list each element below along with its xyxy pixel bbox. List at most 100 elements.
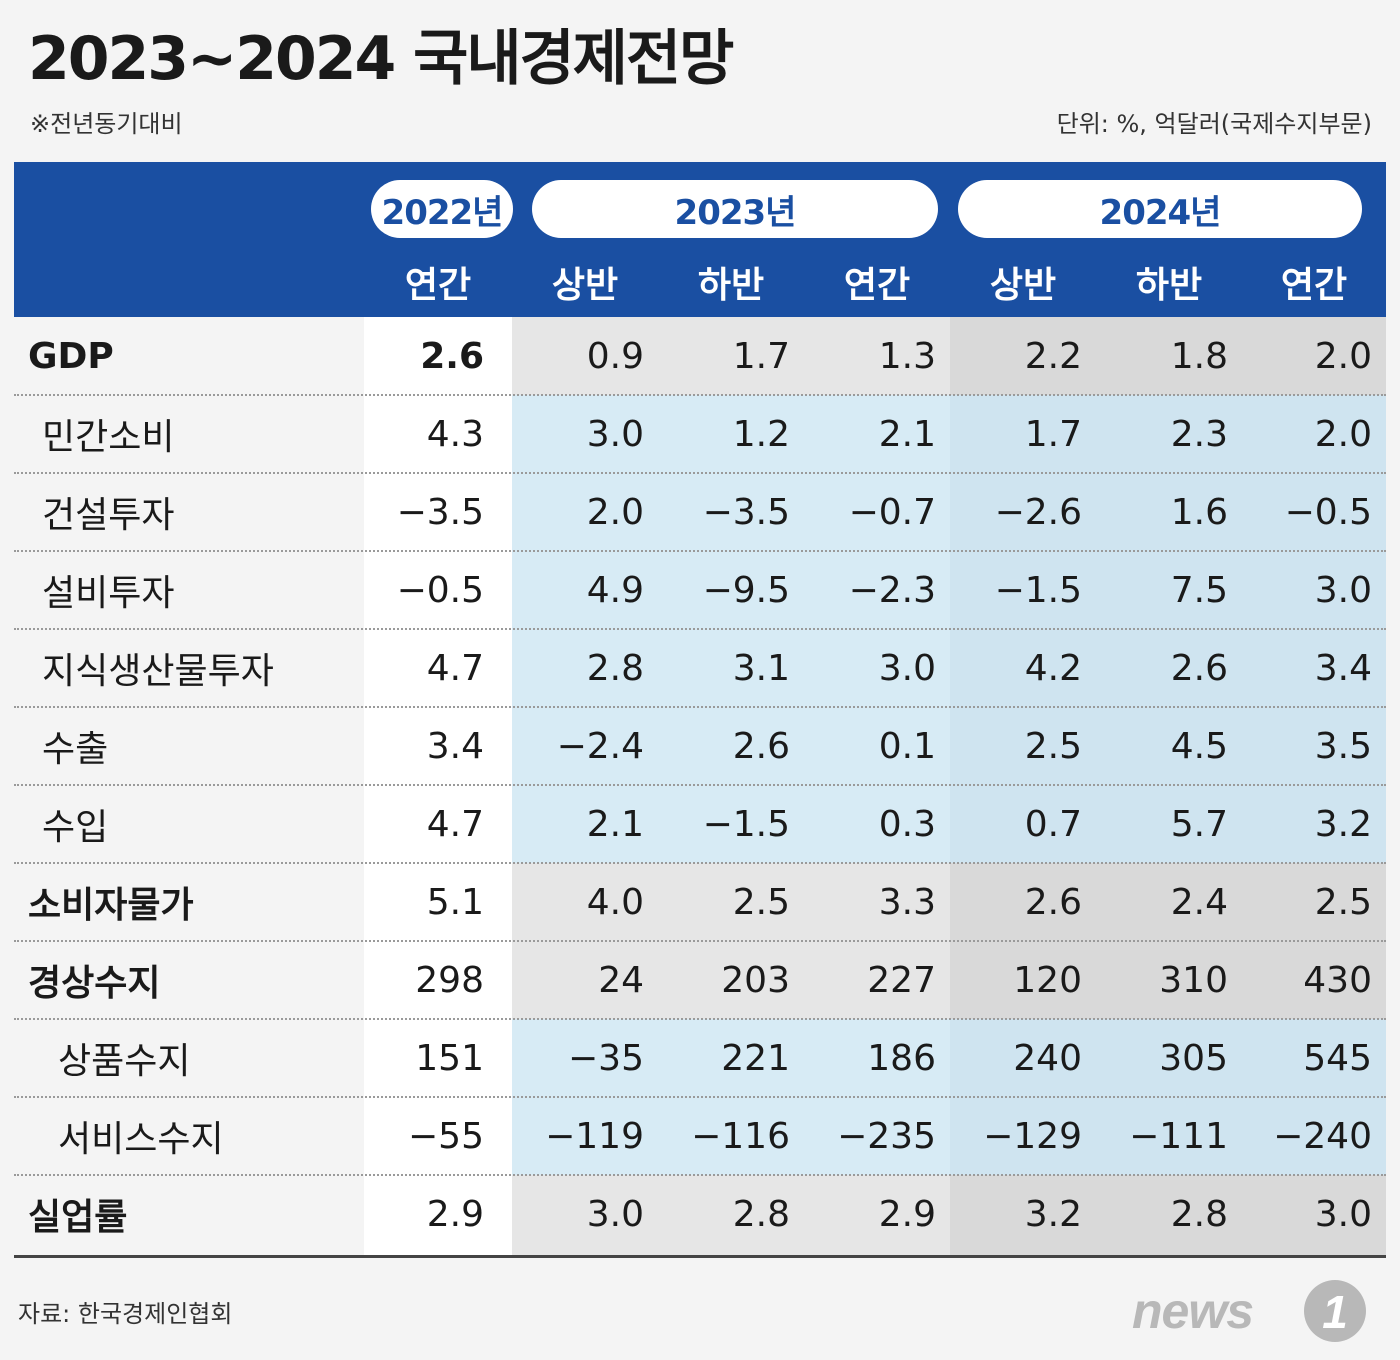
subrow-band bbox=[512, 629, 950, 707]
table-cell: 2.0 bbox=[1314, 413, 1372, 455]
table-cell: 2.5 bbox=[1024, 725, 1082, 767]
row-divider bbox=[14, 628, 1386, 630]
table-cell: 3.1 bbox=[732, 647, 790, 689]
table-cell: 240 bbox=[1013, 1037, 1082, 1079]
table-row: GDP 2.6 0.9 1.7 1.3 2.2 1.8 2.0 bbox=[14, 317, 1386, 395]
subrow-band bbox=[950, 1019, 1386, 1097]
row-label: 소비자물가 bbox=[28, 885, 194, 926]
table-cell: 2.1 bbox=[878, 413, 936, 455]
table-cell: 545 bbox=[1303, 1037, 1372, 1079]
row-label: 설비투자 bbox=[42, 573, 175, 614]
table-cell: 4.3 bbox=[426, 413, 484, 455]
table-cell: 1.7 bbox=[732, 335, 790, 377]
table-cell: 3.5 bbox=[1314, 725, 1372, 767]
table-cell: 305 bbox=[1159, 1037, 1228, 1079]
subnote: ※전년동기대비 bbox=[30, 110, 183, 138]
table-cell: 3.2 bbox=[1314, 803, 1372, 845]
table-cell: 2.5 bbox=[732, 881, 790, 923]
table-cell: −35 bbox=[568, 1037, 644, 1079]
table-cell: 3.0 bbox=[1314, 569, 1372, 611]
table-cell: 2.6 bbox=[732, 725, 790, 767]
table-cell: 2.0 bbox=[586, 491, 644, 533]
table-cell: 1.6 bbox=[1170, 491, 1228, 533]
period-header: 하반 bbox=[1135, 265, 1203, 306]
year-pill-2023: 2023년 bbox=[532, 180, 938, 238]
table-row: 지식생산물투자 4.7 2.8 3.1 3.0 4.2 2.6 3.4 bbox=[14, 629, 1386, 707]
table-cell: −1.5 bbox=[702, 803, 790, 845]
subrow-band bbox=[512, 395, 950, 473]
table-cell: 298 bbox=[415, 959, 484, 1001]
logo-mark: 1 bbox=[1322, 1286, 1348, 1338]
row-divider bbox=[14, 1018, 1386, 1020]
table-cell: −1.5 bbox=[994, 569, 1082, 611]
table-cell: −0.7 bbox=[848, 491, 936, 533]
subrow-band bbox=[950, 629, 1386, 707]
unit-note: 단위: %, 억달러(국제수지부문) bbox=[1056, 110, 1372, 138]
table-cell: 203 bbox=[721, 959, 790, 1001]
subrow-band bbox=[950, 551, 1386, 629]
table-row: 민간소비 4.3 3.0 1.2 2.1 1.7 2.3 2.0 bbox=[14, 395, 1386, 473]
table-cell: 2.9 bbox=[878, 1193, 936, 1235]
page-title: 2023~2024 국내경제전망 bbox=[28, 24, 734, 94]
table-cell: 2.8 bbox=[732, 1193, 790, 1235]
row-divider bbox=[14, 1096, 1386, 1098]
table-cell: 2.5 bbox=[1314, 881, 1372, 923]
table-cell: −9.5 bbox=[702, 569, 790, 611]
row-divider bbox=[14, 940, 1386, 942]
table-cell: 2.0 bbox=[1314, 335, 1372, 377]
table-cell: 4.2 bbox=[1024, 647, 1082, 689]
row-divider bbox=[14, 862, 1386, 864]
table-cell: −55 bbox=[408, 1115, 484, 1157]
table-cell: 4.5 bbox=[1170, 725, 1228, 767]
row-divider bbox=[14, 472, 1386, 474]
news1-logo: news 1 bbox=[1132, 1280, 1366, 1342]
table-cell: 2.4 bbox=[1170, 881, 1228, 923]
table-cell: 221 bbox=[721, 1037, 790, 1079]
table-cell: 3.0 bbox=[586, 413, 644, 455]
subrow-band bbox=[512, 1019, 950, 1097]
table-row: 상품수지 151 −35 221 186 240 305 545 bbox=[14, 1019, 1386, 1097]
table-cell: 2.8 bbox=[1170, 1193, 1228, 1235]
period-header: 연간 bbox=[1280, 265, 1348, 306]
table-cell: 0.7 bbox=[1024, 803, 1082, 845]
period-header: 상반 bbox=[551, 265, 619, 306]
table-cell: −3.5 bbox=[702, 491, 790, 533]
table-cell: −129 bbox=[983, 1115, 1082, 1157]
table-cell: −2.3 bbox=[848, 569, 936, 611]
table-row: 소비자물가 5.1 4.0 2.5 3.3 2.6 2.4 2.5 bbox=[14, 863, 1386, 941]
table-cell: −2.6 bbox=[994, 491, 1082, 533]
row-label: 민간소비 bbox=[42, 417, 175, 458]
table-cell: 227 bbox=[867, 959, 936, 1001]
table-cell: 2.8 bbox=[586, 647, 644, 689]
row-label: 지식생산물투자 bbox=[42, 651, 274, 692]
table-row: 실업률 2.9 3.0 2.8 2.9 3.2 2.8 3.0 bbox=[14, 1175, 1386, 1253]
table-row: 수출 3.4 −2.4 2.6 0.1 2.5 4.5 3.5 bbox=[14, 707, 1386, 785]
table-cell: 1.8 bbox=[1170, 335, 1228, 377]
row-label: 건설투자 bbox=[42, 495, 175, 536]
table-cell: 1.7 bbox=[1024, 413, 1082, 455]
table-cell: 5.1 bbox=[426, 881, 484, 923]
table-cell: 430 bbox=[1303, 959, 1372, 1001]
table-cell: 2.2 bbox=[1024, 335, 1082, 377]
period-header: 연간 bbox=[404, 265, 472, 306]
table-cell: 0.9 bbox=[586, 335, 644, 377]
table-row: 설비투자 −0.5 4.9 −9.5 −2.3 −1.5 7.5 3.0 bbox=[14, 551, 1386, 629]
table-bottom-rule bbox=[14, 1255, 1386, 1258]
row-label: 수입 bbox=[42, 807, 109, 848]
table-cell: −3.5 bbox=[396, 491, 484, 533]
table-cell: 3.2 bbox=[1024, 1193, 1082, 1235]
table-cell: 186 bbox=[867, 1037, 936, 1079]
table-cell: −2.4 bbox=[556, 725, 644, 767]
row-label: 수출 bbox=[42, 729, 109, 770]
subrow-band bbox=[950, 707, 1386, 785]
table-header: 2022년 2023년 2024년 연간 상반 하반 연간 상반 하반 연간 bbox=[14, 162, 1386, 317]
subrow-band bbox=[512, 551, 950, 629]
table-cell: 2.6 bbox=[1024, 881, 1082, 923]
subrow-band bbox=[950, 785, 1386, 863]
data-table: GDP 2.6 0.9 1.7 1.3 2.2 1.8 2.0 민간소비 4.3 3.0 1.2 2.1… bbox=[14, 317, 1386, 1255]
row-divider bbox=[14, 1174, 1386, 1176]
year-pill-2024: 2024년 bbox=[958, 180, 1362, 238]
table-row: 서비스수지 −55 −119 −116 −235 −129 −111 −240 bbox=[14, 1097, 1386, 1175]
logo-circle bbox=[1304, 1280, 1366, 1342]
table-cell: 3.0 bbox=[586, 1193, 644, 1235]
